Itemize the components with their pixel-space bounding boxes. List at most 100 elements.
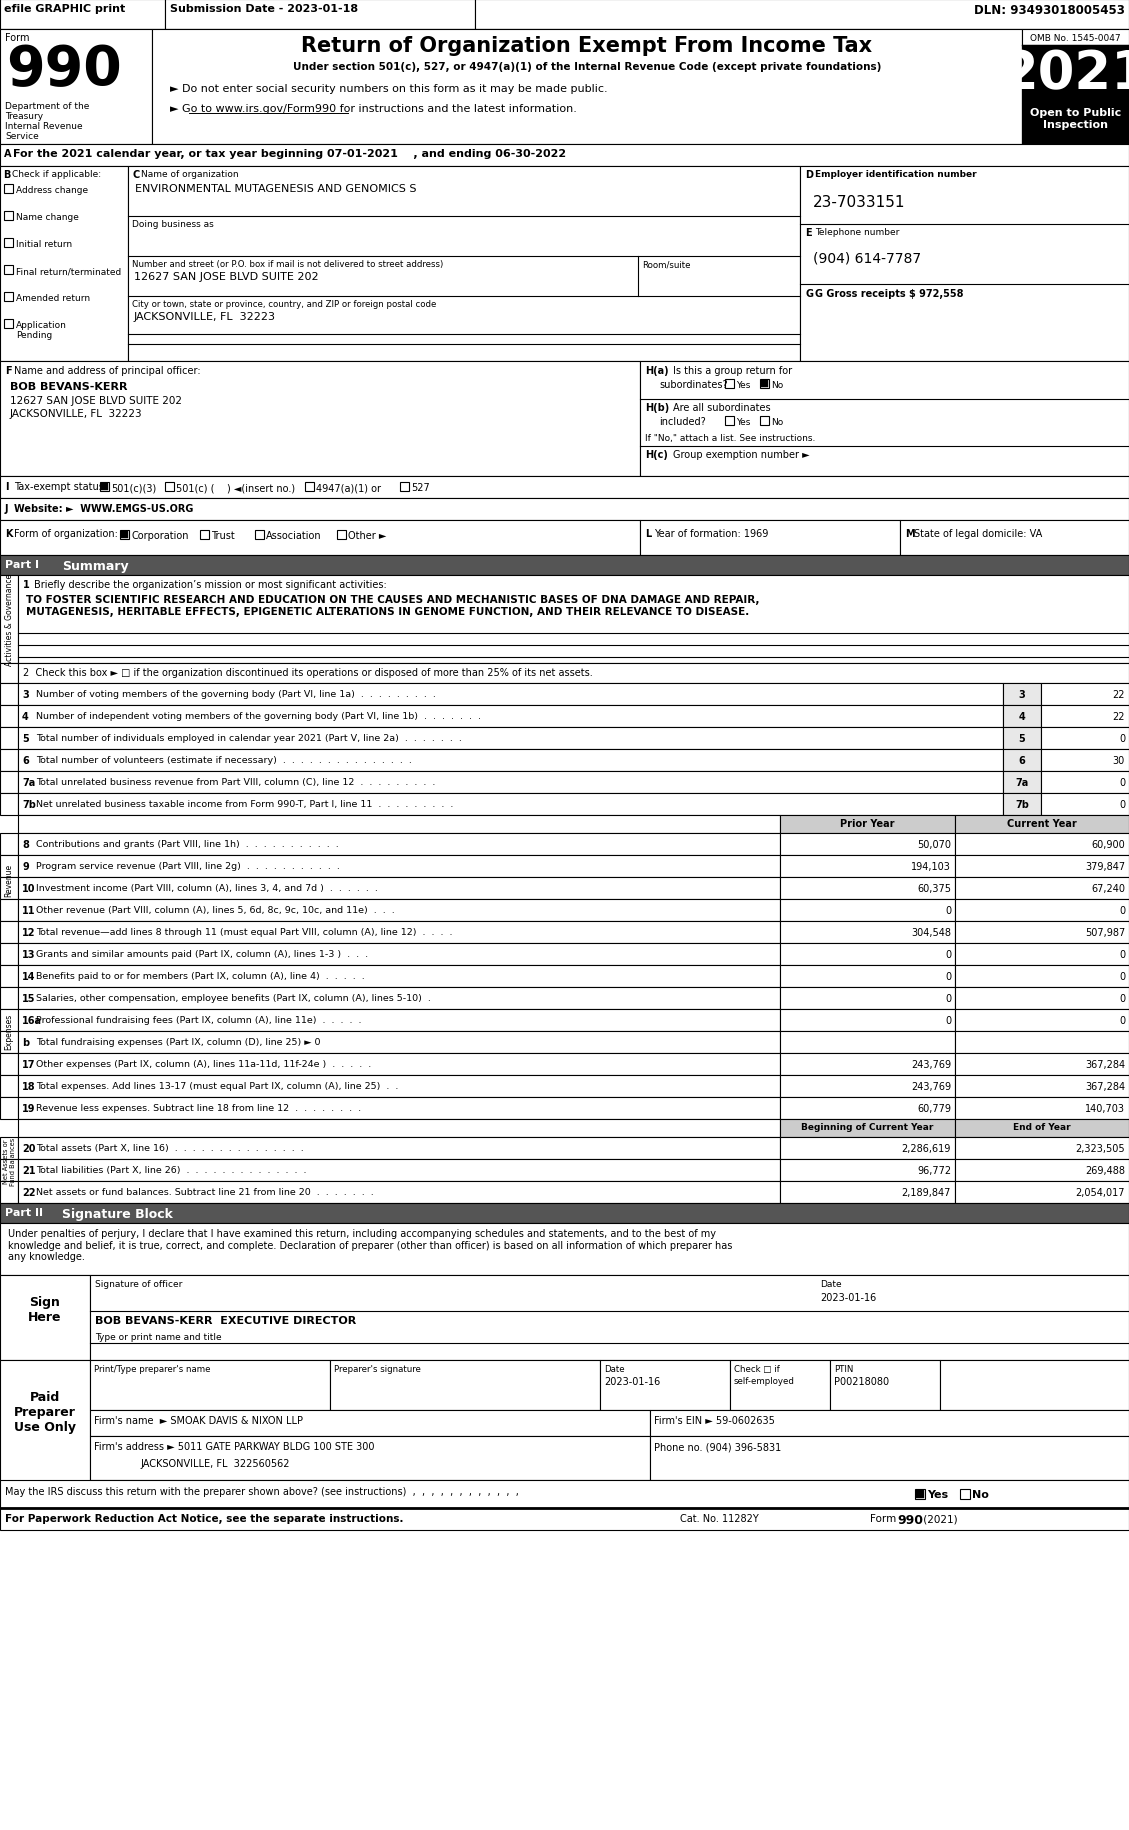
Bar (5, 185, 14, 194)
Bar (955, 966, 1129, 988)
Text: 367,284: 367,284 (1085, 1082, 1124, 1091)
Bar (18, 1032, 780, 1054)
Text: 7b: 7b (21, 800, 36, 809)
Text: 140,703: 140,703 (1085, 1103, 1124, 1113)
Bar (955, 1098, 1129, 1120)
Bar (18, 750, 1003, 772)
Bar (780, 944, 955, 966)
Bar (100, 483, 110, 492)
Text: End of Year: End of Year (1013, 1122, 1070, 1131)
Text: DLN: 93493018005453: DLN: 93493018005453 (974, 4, 1124, 16)
Text: 2  Check this box ► □ if the organization discontinued its operations or dispose: 2 Check this box ► □ if the organization… (23, 668, 593, 677)
Bar (18, 944, 780, 966)
Bar (0, 1360, 90, 1526)
Bar (0, 1098, 18, 1120)
Bar (0, 856, 18, 878)
Text: Yes: Yes (736, 417, 751, 426)
Text: 0: 0 (945, 994, 951, 1003)
Text: 2,054,017: 2,054,017 (1076, 1188, 1124, 1197)
Text: 990: 990 (6, 42, 122, 97)
Bar (955, 922, 1129, 944)
Text: Professional fundraising fees (Part IX, column (A), line 11e)  .  .  .  .  .: Professional fundraising fees (Part IX, … (36, 1016, 361, 1025)
Bar (955, 1032, 1129, 1054)
Text: Under section 501(c), 527, or 4947(a)(1) of the Internal Revenue Code (except pr: Under section 501(c), 527, or 4947(a)(1)… (292, 62, 882, 71)
Bar (18, 1138, 780, 1160)
Bar (940, 1360, 1129, 1411)
Text: 20: 20 (21, 1144, 35, 1153)
Text: 12627 SAN JOSE BLVD SUITE 202: 12627 SAN JOSE BLVD SUITE 202 (134, 273, 318, 282)
Text: Net assets or fund balances. Subtract line 21 from line 20  .  .  .  .  .  .  .: Net assets or fund balances. Subtract li… (36, 1188, 374, 1197)
Bar (1003, 706, 1041, 728)
Bar (955, 878, 1129, 900)
Text: 7b: 7b (1015, 800, 1029, 809)
Text: 60,900: 60,900 (1092, 840, 1124, 849)
Bar (0, 794, 18, 816)
Text: 5: 5 (21, 734, 28, 743)
Text: For the 2021 calendar year, or tax year beginning 07-01-2021    , and ending 06-: For the 2021 calendar year, or tax year … (14, 148, 566, 159)
Text: ► Do not enter social security numbers on this form as it may be made public.: ► Do not enter social security numbers o… (170, 84, 607, 93)
Bar (18, 1054, 780, 1076)
Bar (330, 1360, 599, 1411)
Text: ENVIRONMENTAL MUTAGENESIS AND GENOMICS S: ENVIRONMENTAL MUTAGENESIS AND GENOMICS S (135, 183, 417, 194)
Bar (18, 772, 1003, 794)
Text: 2023-01-16: 2023-01-16 (820, 1292, 876, 1303)
Text: Final return/terminated: Final return/terminated (16, 267, 121, 276)
Text: 15: 15 (21, 994, 35, 1003)
Bar (640, 362, 1129, 478)
Text: 6: 6 (1018, 756, 1025, 765)
Text: 2023-01-16: 2023-01-16 (604, 1376, 660, 1387)
Text: Salaries, other compensation, employee benefits (Part IX, column (A), lines 5-10: Salaries, other compensation, employee b… (36, 994, 431, 1003)
Bar (1022, 104, 1129, 145)
Bar (475, 0, 1129, 29)
Text: 7a: 7a (1015, 778, 1029, 787)
Text: No: No (972, 1490, 989, 1499)
Text: 2,189,847: 2,189,847 (902, 1188, 951, 1197)
Bar (165, 483, 174, 492)
Text: Website: ►  WWW.EMGS-US.ORG: Website: ► WWW.EMGS-US.ORG (14, 503, 193, 514)
Text: PTIN: PTIN (834, 1363, 854, 1372)
Text: Beginning of Current Year: Beginning of Current Year (802, 1122, 934, 1131)
Text: Are all subordinates: Are all subordinates (673, 403, 771, 414)
Text: G: G (805, 289, 813, 298)
Bar (5, 240, 14, 247)
Bar (955, 944, 1129, 966)
Text: Total expenses. Add lines 13-17 (must equal Part IX, column (A), line 25)  .  .: Total expenses. Add lines 13-17 (must eq… (36, 1082, 399, 1091)
Bar (0, 478, 1129, 500)
Text: 23-7033151: 23-7033151 (813, 194, 905, 210)
Bar (0, 362, 640, 478)
Bar (960, 1490, 970, 1499)
Text: ► Go to www.irs.gov/Form990 for instructions and the latest information.: ► Go to www.irs.gov/Form990 for instruct… (170, 104, 577, 113)
Bar (916, 1490, 924, 1499)
Text: G Gross receipts $ 972,558: G Gross receipts $ 972,558 (815, 289, 963, 298)
Bar (0, 145, 1129, 167)
Text: 22: 22 (21, 1188, 35, 1197)
Text: 3: 3 (21, 690, 28, 699)
Text: TO FOSTER SCIENTIFIC RESEARCH AND EDUCATION ON THE CAUSES AND MECHANISTIC BASES : TO FOSTER SCIENTIFIC RESEARCH AND EDUCAT… (26, 595, 760, 617)
Text: efile GRAPHIC print: efile GRAPHIC print (5, 4, 125, 15)
Text: Application
Pending: Application Pending (16, 320, 67, 340)
Bar (18, 728, 1003, 750)
Text: 19: 19 (21, 1103, 35, 1113)
Text: 7a: 7a (21, 778, 35, 787)
Text: F: F (5, 366, 11, 375)
Bar (18, 684, 1003, 706)
Text: Benefits paid to or for members (Part IX, column (A), line 4)  .  .  .  .  .: Benefits paid to or for members (Part IX… (36, 972, 365, 981)
Bar (955, 833, 1129, 856)
Bar (599, 1360, 730, 1411)
Bar (780, 1010, 955, 1032)
Bar (914, 1490, 925, 1499)
Text: Part II: Part II (5, 1208, 43, 1217)
Bar (780, 833, 955, 856)
Text: Open to Public
Inspection: Open to Public Inspection (1030, 108, 1121, 130)
Text: 269,488: 269,488 (1085, 1166, 1124, 1175)
Bar (5, 212, 14, 221)
Bar (0, 772, 18, 794)
Bar (200, 531, 209, 540)
Bar (18, 576, 1129, 664)
Bar (955, 1010, 1129, 1032)
Text: 194,103: 194,103 (911, 862, 951, 871)
Text: Form: Form (870, 1513, 900, 1523)
Text: No: No (771, 417, 784, 426)
Text: Prior Year: Prior Year (840, 818, 895, 829)
Text: (904) 614-7787: (904) 614-7787 (813, 251, 921, 265)
